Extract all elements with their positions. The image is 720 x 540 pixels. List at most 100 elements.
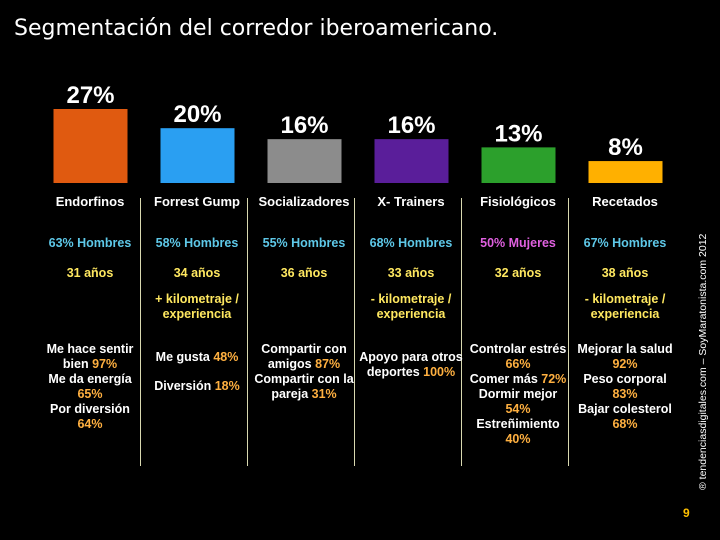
motivation-percent: 48% <box>213 350 239 364</box>
segment-column: Fisiológicos 50% Mujeres 32 años Controlar … <box>465 0 571 540</box>
bar-value-label: 16% <box>280 112 328 139</box>
segment-mileage: - kilometraje / experiencia <box>370 292 452 321</box>
segment-name: Forrest Gump <box>154 194 240 209</box>
segment-gender: 50% Mujeres <box>480 236 556 250</box>
segment-age: 36 años <box>280 266 328 280</box>
segment-name: X- Trainers <box>377 194 445 209</box>
motivation-text: Por diversión <box>50 402 130 416</box>
motivation-text: Me hace sentir bien <box>46 342 134 371</box>
motivation-item: Estreñimiento 40% <box>465 417 571 447</box>
segment-motivations: Compartir con amigos 87% Compartir con la… <box>251 342 357 402</box>
segment-age: 34 años <box>173 266 221 280</box>
segment-column: Endorfinos 63% Hombres 31 años Me hace sent… <box>37 0 143 540</box>
segment-age: 38 años <box>601 266 649 280</box>
segment-gender: 58% Hombres <box>155 236 239 250</box>
motivation-item: Apoyo para otros deportes 100% <box>358 350 464 380</box>
motivation-percent: 65% <box>77 387 103 401</box>
motivation-text: Estreñimiento <box>476 417 560 431</box>
segment-gender: 55% Hombres <box>262 236 346 250</box>
bar-value-label: 16% <box>387 112 435 139</box>
motivation-item: Diversión 18% <box>144 379 250 394</box>
segment-motivations: Me gusta 48% Diversión 18% <box>144 350 250 394</box>
segment-age: 32 años <box>494 266 542 280</box>
motivation-text: Mejorar la salud <box>577 342 673 356</box>
segment-column: Socializadores 55% Hombres 36 años Comparti… <box>251 0 357 540</box>
motivation-percent: 68% <box>612 417 638 431</box>
bar-3 <box>374 139 449 183</box>
segment-name: Fisiológicos <box>480 194 556 209</box>
motivation-text: Me gusta <box>155 350 214 364</box>
column-divider <box>247 198 248 466</box>
segment-name: Socializadores <box>258 194 350 209</box>
column-divider <box>568 198 569 466</box>
segment-motivations: Mejorar la salud 92% Peso corporal 83% Baj… <box>572 342 678 432</box>
motivation-item: Bajar colesterol 68% <box>572 402 678 432</box>
segment-motivations: Me hace sentir bien 97% Me da energía 65%… <box>37 342 143 432</box>
bar-value-label: 8% <box>608 134 643 161</box>
motivation-percent: 66% <box>505 357 531 371</box>
bar-value-label: 20% <box>173 101 221 128</box>
motivation-item: Peso corporal 83% <box>572 372 678 402</box>
segment-age: 33 años <box>387 266 435 280</box>
motivation-text: Comer más <box>469 372 542 386</box>
page-number: 9 <box>683 506 690 520</box>
motivation-item: Me da energía 65% <box>37 372 143 402</box>
segment-gender: 67% Hombres <box>583 236 667 250</box>
segment-name: Endorfinos <box>55 194 125 209</box>
segment-name: Recetados <box>592 194 658 209</box>
motivation-percent: 54% <box>505 402 531 416</box>
motivation-text: Dormir mejor <box>478 387 558 401</box>
motivation-percent: 87% <box>315 357 341 371</box>
copyright-text: ® tendenciasdigitales.com – SoyMaratonis… <box>697 233 709 490</box>
motivation-percent: 92% <box>612 357 638 371</box>
motivation-percent: 31% <box>311 387 337 401</box>
motivation-text: Apoyo para otros deportes <box>359 350 463 379</box>
column-divider <box>140 198 141 466</box>
motivation-percent: 100% <box>423 365 456 379</box>
bar-2 <box>267 139 342 183</box>
segment-column: Forrest Gump 58% Hombres 34 años + kilometr… <box>144 0 250 540</box>
motivation-item: Compartir con la pareja 31% <box>251 372 357 402</box>
motivation-item: Controlar estrés 66% <box>465 342 571 372</box>
bar-value-label: 27% <box>66 82 114 109</box>
motivation-item: Compartir con amigos 87% <box>251 342 357 372</box>
motivation-text: Me da energía <box>48 372 132 386</box>
column-divider <box>354 198 355 466</box>
bar-5 <box>588 161 663 183</box>
motivation-text: Compartir con amigos <box>261 342 347 371</box>
motivation-item: Me gusta 48% <box>144 350 250 365</box>
segment-gender: 63% Hombres <box>48 236 132 250</box>
motivation-text: Compartir con la pareja <box>254 372 354 401</box>
motivation-item: Mejorar la salud 92% <box>572 342 678 372</box>
motivation-text: Diversión <box>154 379 215 393</box>
motivation-item: Dormir mejor 54% <box>465 387 571 417</box>
bar-0 <box>53 109 128 183</box>
motivation-percent: 72% <box>541 372 567 386</box>
bar-4 <box>481 147 556 183</box>
motivation-percent: 97% <box>92 357 118 371</box>
segment-mileage: + kilometraje / experiencia <box>155 292 239 321</box>
segment-age: 31 años <box>66 266 114 280</box>
segment-column: Recetados 67% Hombres 38 años - kilometraje… <box>572 0 678 540</box>
segment-motivations: Apoyo para otros deportes 100% <box>358 350 464 380</box>
motivation-item: Me hace sentir bien 97% <box>37 342 143 372</box>
column-divider <box>461 198 462 466</box>
bar-value-label: 13% <box>494 120 542 147</box>
motivation-percent: 40% <box>505 432 531 446</box>
segment-mileage: - kilometraje / experiencia <box>584 292 666 321</box>
bar-1 <box>160 128 235 183</box>
slide-title: Segmentación del corredor iberoamericano… <box>14 16 499 41</box>
segment-column: X- Trainers 68% Hombres 33 años - kilometra… <box>358 0 464 540</box>
segment-motivations: Controlar estrés 66% Comer más 72% Dormir … <box>465 342 571 447</box>
motivation-text: Controlar estrés <box>469 342 567 356</box>
bar-chart: 27% 20% 16% 16% 13% 8% <box>53 82 663 183</box>
motivation-percent: 64% <box>77 417 103 431</box>
segment-gender: 68% Hombres <box>369 236 453 250</box>
motivation-item: Por diversión 64% <box>37 402 143 432</box>
motivation-percent: 83% <box>612 387 638 401</box>
motivation-item: Comer más 72% <box>465 372 571 387</box>
motivation-text: Bajar colesterol <box>578 402 672 416</box>
motivation-text: Peso corporal <box>583 372 667 386</box>
motivation-percent: 18% <box>214 379 240 393</box>
